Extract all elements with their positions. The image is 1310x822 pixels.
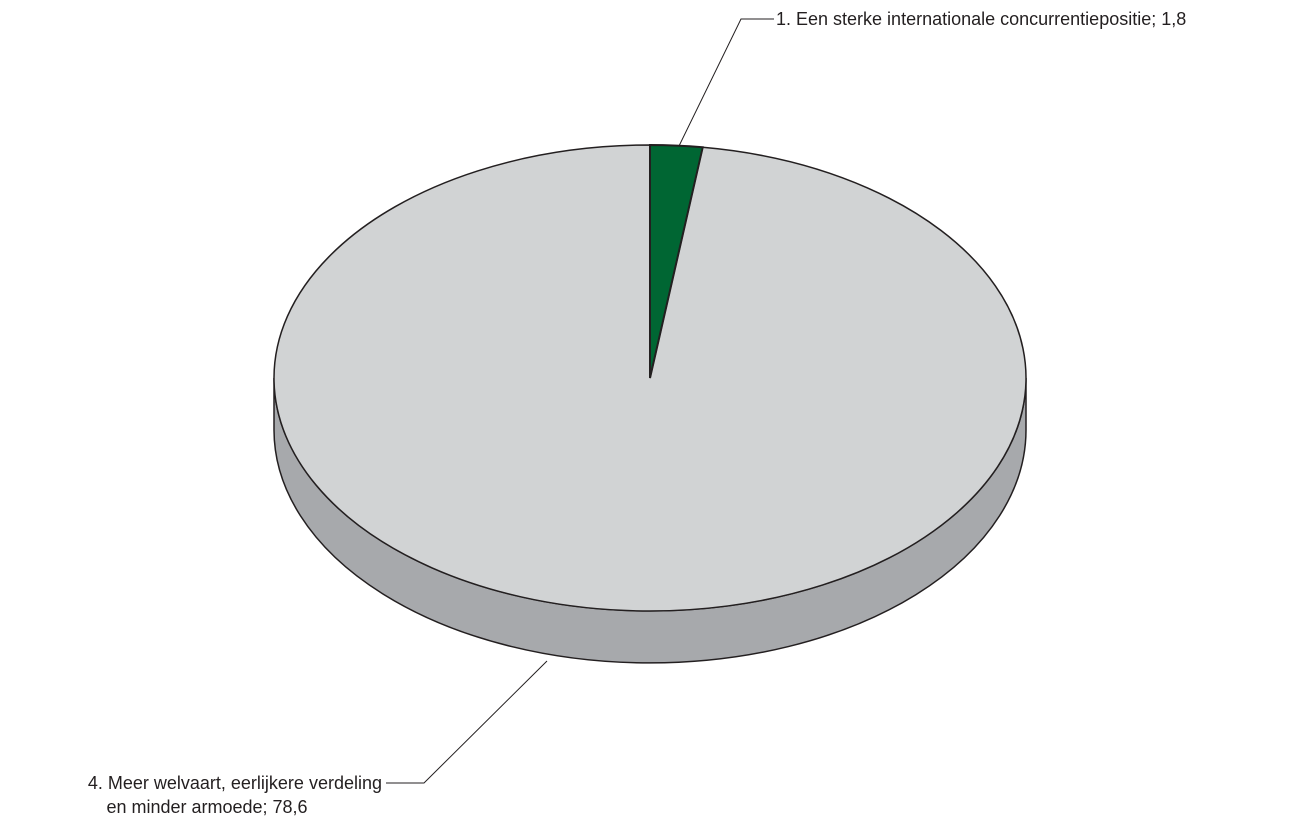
pie-slice-concurrentiepositie: [649, 143, 704, 379]
slice-label-welvaart-line2: en minder armoede; 78,6: [106, 797, 307, 817]
slice-label-concurrentiepositie: 1. Een sterke internationale concurrenti…: [776, 9, 1186, 29]
leader-line-concurrentiepositie: [678, 18, 774, 147]
slice-label-welvaart-line1: 4. Meer welvaart, eerlijkere verdeling: [88, 773, 382, 793]
leader-line-welvaart: [386, 660, 548, 784]
